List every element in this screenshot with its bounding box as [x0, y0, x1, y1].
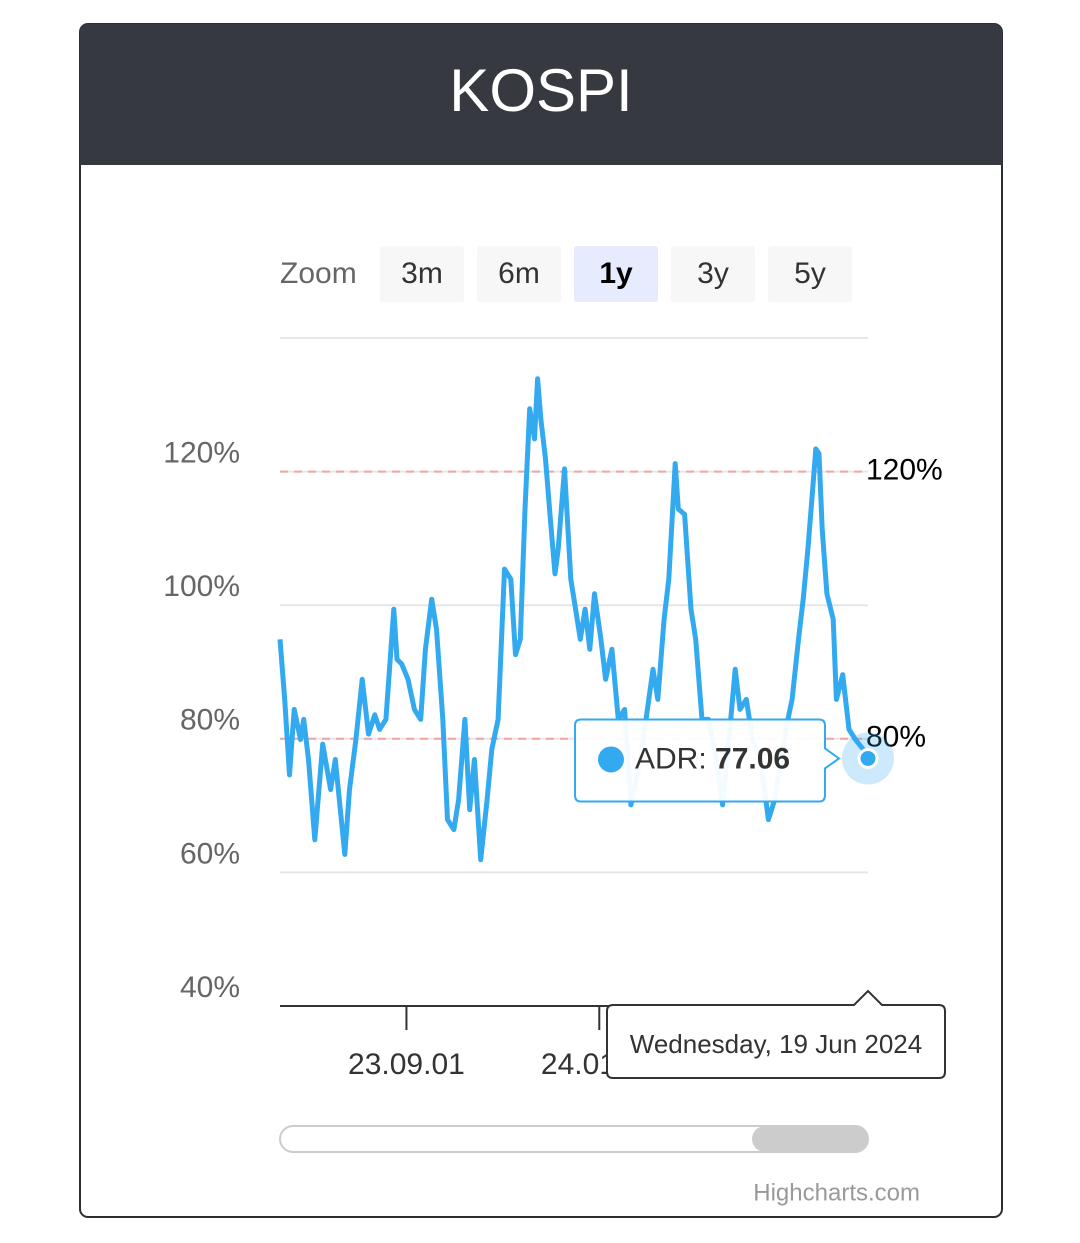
date-tooltip-text: Wednesday, 19 Jun 2024 [630, 1029, 922, 1059]
hover-point [857, 747, 879, 769]
tooltip-sep: : [698, 742, 715, 775]
x-tick-label: 23.09.01 [348, 1048, 465, 1081]
zoom-button-label[interactable]: 1y [599, 257, 633, 290]
zoom-button[interactable] [671, 246, 755, 302]
zoom-button[interactable] [574, 246, 658, 302]
tooltip-marker [598, 746, 624, 773]
scrollbar-thumb[interactable] [752, 1126, 868, 1152]
tooltip-value: 77.06 [715, 742, 790, 775]
zoom-button[interactable] [380, 246, 464, 302]
zoom-button[interactable] [477, 246, 561, 302]
y-tick-label: 120% [163, 437, 240, 470]
credits[interactable]: Highcharts.com [753, 1179, 920, 1206]
zoom-label: Zoom [280, 257, 357, 290]
card-header [80, 24, 1002, 165]
range-selector: 3m 6m 1y 3y 5y [380, 246, 852, 302]
tooltip-box [574, 718, 841, 803]
tooltip-series-name: ADR [635, 742, 698, 775]
date-tooltip-box [606, 989, 946, 1079]
y-tick-label: 100% [163, 570, 240, 603]
zoom-button-label[interactable]: 3m [401, 257, 443, 290]
plot-line-label: 120% [866, 454, 943, 487]
chart-title: KOSPI [449, 57, 632, 124]
zoom-button-label[interactable]: 5y [794, 257, 826, 290]
plot: 40%60%80%100%120%80%120%23.09.01 24.01.01… [163, 337, 946, 1081]
plot-line-label: 80% [866, 721, 926, 754]
zoom-button[interactable] [768, 246, 852, 302]
y-tick-label: 40% [180, 971, 240, 1004]
zoom-button-label[interactable]: 6m [498, 257, 540, 290]
tooltip-text: ADR: 77.06 [635, 742, 790, 775]
zoom-button-label[interactable]: 3y [697, 257, 729, 290]
y-tick-label: 60% [180, 837, 240, 870]
y-tick-label: 80% [180, 704, 240, 737]
